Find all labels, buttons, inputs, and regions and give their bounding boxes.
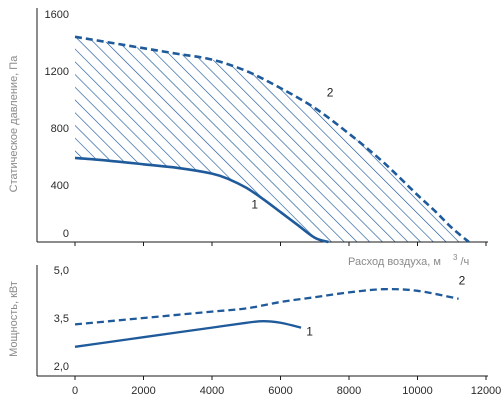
pressure-y-tick-labels: 1600 1200 800 400 0 <box>45 9 69 240</box>
pressure-curve-1 <box>74 156 329 244</box>
power-y-axis-title: Мощность, кВт <box>8 281 20 357</box>
power-x-tick-label: 4000 <box>200 385 224 397</box>
pressure-x-axis-title: Расход воздуха, м 3 /ч <box>348 251 469 268</box>
power-y-tick-label: 3,5 <box>54 313 69 325</box>
pressure-y-tick-label: 1600 <box>45 9 69 21</box>
power-y-tick-label: 5,0 <box>54 265 69 277</box>
power-x-tick-labels: 0 2000 4000 6000 8000 10000 12000 <box>72 376 501 397</box>
power-curve-2-label: 2 <box>459 273 466 287</box>
power-y-tick-label: 2,0 <box>54 361 69 373</box>
power-x-tick-label: 8000 <box>337 385 361 397</box>
power-series: 12 <box>74 273 466 348</box>
power-x-tick-label: 2000 <box>131 385 155 397</box>
pressure-curve-2 <box>74 35 470 244</box>
pressure-y-axis-title: Статическое давление, Па <box>8 55 20 193</box>
power-x-tick-label: 0 <box>72 385 78 397</box>
pressure-curve-1-label: 1 <box>251 198 258 212</box>
power-x-tick-label: 10000 <box>402 385 433 397</box>
x-axis-title-suffix: /ч <box>461 256 470 268</box>
power-curve-1-label: 1 <box>306 325 313 339</box>
power-curve-2 <box>74 287 459 326</box>
pressure-series: 12 <box>74 35 470 244</box>
power-x-tick-label: 6000 <box>268 385 292 397</box>
x-axis-title-main: Расход воздуха, м <box>348 256 441 268</box>
power-curve-1 <box>74 320 302 348</box>
pressure-y-tick-label: 400 <box>51 180 69 192</box>
pressure-curve-2-label: 2 <box>327 86 334 100</box>
power-y-tick-labels: 5,0 3,5 2,0 <box>54 265 69 373</box>
hatched-operating-area <box>75 36 469 242</box>
pressure-y-tick-label: 800 <box>51 123 69 135</box>
pressure-y-tick-label: 0 <box>63 228 69 240</box>
power-x-tick-label: 12000 <box>471 385 502 397</box>
power-chart: 0 2000 4000 6000 8000 10000 12000 5,03,52,0 12… <box>8 265 501 397</box>
x-axis-title-superscript: 3 <box>453 253 458 262</box>
pressure-y-tick-label: 1200 <box>45 66 69 78</box>
pressure-x-tick-marks <box>74 242 487 246</box>
